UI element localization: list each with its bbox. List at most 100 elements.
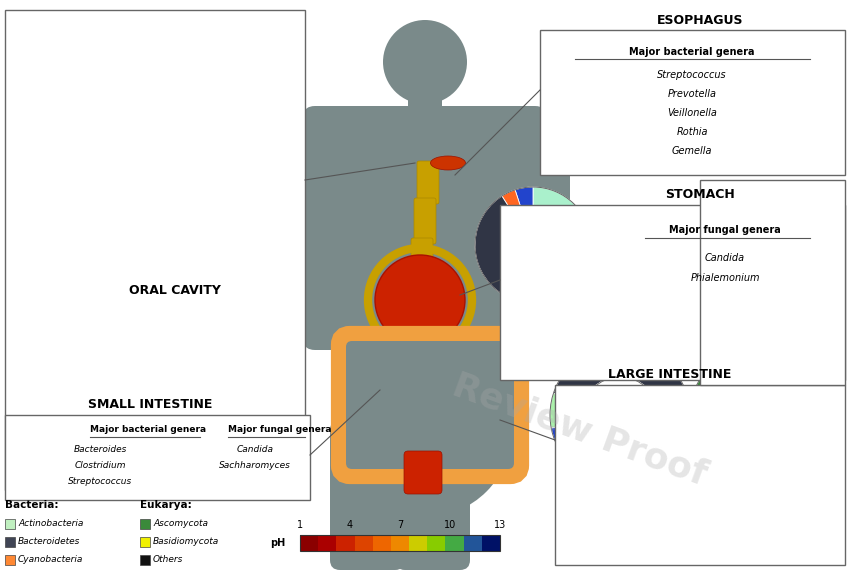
Text: Gemella: Gemella: [672, 146, 712, 156]
FancyBboxPatch shape: [395, 420, 470, 570]
Text: Streptococcus: Streptococcus: [68, 478, 132, 487]
Bar: [482, 535, 500, 551]
Text: Review Proof: Review Proof: [448, 368, 712, 492]
Text: Phialemonium: Phialemonium: [690, 273, 760, 283]
Text: Eukarya:: Eukarya:: [140, 500, 192, 510]
Circle shape: [727, 222, 793, 288]
Bar: [5, 415, 310, 500]
Circle shape: [338, 343, 512, 517]
Wedge shape: [515, 187, 533, 214]
Ellipse shape: [382, 370, 458, 382]
Text: Major bacterial genera: Major bacterial genera: [90, 425, 206, 434]
FancyBboxPatch shape: [404, 451, 442, 494]
Bar: [300, 535, 318, 551]
Bar: [300, 535, 500, 551]
Ellipse shape: [388, 418, 452, 430]
Circle shape: [383, 20, 467, 104]
Wedge shape: [165, 335, 275, 438]
Ellipse shape: [380, 354, 460, 366]
Wedge shape: [719, 279, 760, 315]
Text: STOMACH: STOMACH: [665, 189, 735, 202]
FancyBboxPatch shape: [303, 106, 547, 350]
Text: 1: 1: [297, 520, 303, 530]
Wedge shape: [552, 422, 588, 453]
Wedge shape: [533, 187, 591, 303]
Ellipse shape: [384, 386, 456, 398]
Text: Candida: Candida: [705, 253, 745, 263]
Text: Bacteroides: Bacteroides: [73, 446, 127, 454]
Circle shape: [722, 377, 798, 453]
Text: Actinobacteria: Actinobacteria: [18, 519, 83, 528]
Bar: [140, 555, 150, 565]
Text: Basidiomycota: Basidiomycota: [153, 538, 219, 547]
Bar: [463, 535, 482, 551]
Wedge shape: [31, 340, 70, 380]
Text: Phages of
Streptococcus,
Veillonella, &
Megasphaera
Roseolovirus: Phages of Streptococcus, Veillonella, & …: [64, 227, 116, 263]
Text: Major fungal genera: Major fungal genera: [228, 425, 332, 434]
Wedge shape: [188, 413, 209, 441]
Text: ORAL CAVITY: ORAL CAVITY: [129, 283, 221, 296]
Bar: [391, 535, 409, 551]
FancyBboxPatch shape: [330, 420, 405, 570]
Text: Clostridium: Clostridium: [74, 462, 126, 470]
Wedge shape: [28, 183, 152, 307]
Bar: [5, 537, 15, 547]
Text: Phages of
Bacteroides,
Firmicutes, &
Actinobacteria
Papillomavirus
Polyomavirus: Phages of Bacteroides, Firmicutes, & Act…: [734, 233, 785, 277]
Bar: [140, 519, 150, 529]
Bar: [318, 535, 337, 551]
Text: LARGE INTESTINE: LARGE INTESTINE: [609, 368, 732, 381]
Wedge shape: [690, 345, 830, 484]
Bar: [140, 537, 150, 547]
FancyBboxPatch shape: [510, 120, 570, 340]
Text: SMALL INTESTINE: SMALL INTESTINE: [88, 398, 212, 412]
Wedge shape: [64, 276, 90, 307]
Wedge shape: [210, 418, 220, 445]
Circle shape: [582, 377, 658, 453]
FancyBboxPatch shape: [414, 198, 436, 244]
Circle shape: [191, 361, 249, 419]
Bar: [409, 535, 428, 551]
Bar: [337, 535, 354, 551]
Text: Major fungal genera: Major fungal genera: [669, 225, 781, 235]
Text: Bacteria:: Bacteria:: [5, 500, 59, 510]
Wedge shape: [475, 196, 533, 303]
Circle shape: [501, 213, 565, 277]
Wedge shape: [200, 417, 214, 444]
Bar: [5, 10, 305, 490]
Text: Prevotella: Prevotella: [667, 89, 717, 99]
Circle shape: [56, 356, 124, 424]
Text: Others: Others: [153, 556, 184, 564]
Wedge shape: [220, 416, 246, 445]
Text: ESOPHAGUS: ESOPHAGUS: [657, 14, 743, 26]
Text: Ascomycota: Ascomycota: [153, 519, 208, 528]
Text: pH: pH: [269, 538, 285, 548]
Wedge shape: [561, 435, 620, 485]
Wedge shape: [550, 393, 584, 428]
Wedge shape: [502, 190, 523, 218]
Ellipse shape: [386, 402, 454, 414]
Bar: [700, 180, 845, 385]
Wedge shape: [90, 401, 149, 452]
Wedge shape: [700, 195, 820, 315]
Wedge shape: [117, 353, 152, 409]
Text: Streptococcus
Haemophilus
Prevotella
Veillonella
Gemella
Neisseria: Streptococcus Haemophilus Prevotella Vei…: [65, 368, 116, 412]
Bar: [5, 555, 15, 565]
FancyBboxPatch shape: [346, 341, 514, 469]
Text: 4: 4: [347, 520, 353, 530]
Text: Candida
Saccharomyces
Penicillium
Cladosporium
Galactomyces
Cryptococcus
Malasse: Candida Saccharomyces Penicillium Clados…: [733, 389, 788, 441]
Text: Rothia: Rothia: [677, 127, 708, 137]
Text: Candida: Candida: [236, 446, 274, 454]
Bar: [445, 535, 463, 551]
Text: Bacteroidetes: Bacteroidetes: [18, 538, 81, 547]
Text: Candida
Cladosporium
Alternaria
Aspergilius
Cryptococcus
Fusarium
Malassezia*: Candida Cladosporium Alternaria Aspergil…: [197, 364, 243, 416]
Text: Bacteroides
Prevotella***
Ruminococcus***: Bacteroides Prevotella*** Ruminococcus**…: [586, 400, 654, 430]
Bar: [5, 519, 15, 529]
Bar: [354, 535, 373, 551]
Text: Cyanobacteria: Cyanobacteria: [18, 556, 83, 564]
FancyBboxPatch shape: [280, 120, 340, 340]
Ellipse shape: [430, 156, 466, 170]
Text: Veillonella: Veillonella: [667, 108, 717, 118]
Wedge shape: [54, 328, 98, 363]
Bar: [408, 97, 442, 127]
Bar: [373, 535, 391, 551]
